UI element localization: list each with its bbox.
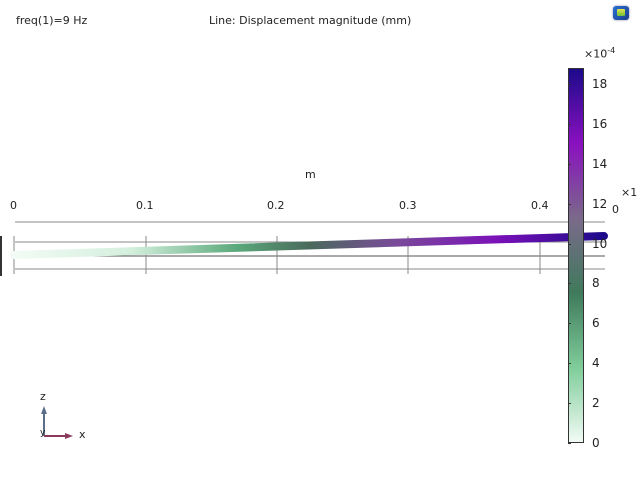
- plot-title: Line: Displacement magnitude (mm): [209, 14, 412, 27]
- colorbar-tick-label: 14: [592, 156, 608, 171]
- exponent-text: -4: [607, 46, 616, 55]
- colorbar-tick-mark: [568, 83, 571, 85]
- triad-y-label: y: [40, 428, 46, 438]
- colorbar-multiplier: ×10-4: [584, 46, 615, 61]
- colorbar-tick-mark: [568, 363, 571, 365]
- colorbar-tick-mark: [568, 243, 571, 245]
- x-tick-label: 0.4: [531, 199, 549, 212]
- secondary-multiplier: ×1: [621, 186, 638, 199]
- colorbar-tick-label: 8: [592, 276, 600, 291]
- secondary-tick: 0: [612, 203, 619, 216]
- axis-unit-label: m: [305, 168, 316, 181]
- colorbar-tick-label: 4: [592, 356, 600, 371]
- x-arrowhead: [65, 433, 73, 439]
- image-icon[interactable]: [613, 6, 629, 20]
- x-tick-label: 0: [10, 199, 17, 212]
- colorbar-tick-label: 6: [592, 316, 600, 331]
- x-tick-label: 0.3: [399, 199, 417, 212]
- colorbar-tick-label: 0: [592, 436, 600, 450]
- colorbar-tick-mark: [568, 323, 571, 325]
- colorbar-tick-mark: [568, 443, 571, 444]
- colorbar-tick-label: 10: [592, 236, 608, 251]
- colorbar-tick-mark: [568, 163, 571, 165]
- triad-x-label: x: [79, 428, 86, 441]
- colorbar: [568, 68, 584, 443]
- x-tick-label: 0.2: [267, 199, 285, 212]
- colorbar-tick-mark: [568, 283, 571, 285]
- colorbar-tick-label: 16: [592, 116, 608, 131]
- colorbar-tick-label: 18: [592, 76, 608, 91]
- colorbar-tick-label: 2: [592, 396, 600, 411]
- frequency-label: freq(1)=9 Hz: [16, 14, 88, 27]
- colorbar-tick-mark: [568, 203, 571, 205]
- x-tick-label: 0.1: [136, 199, 154, 212]
- colorbar-tick-mark: [568, 123, 571, 125]
- colorbar-tick-label: 12: [592, 196, 608, 211]
- z-arrowhead: [41, 406, 47, 414]
- beam-line: [10, 232, 608, 259]
- colorbar-tick-mark: [568, 403, 571, 405]
- triad-z-label: z: [40, 390, 46, 403]
- multiplier-text: ×10: [584, 47, 608, 61]
